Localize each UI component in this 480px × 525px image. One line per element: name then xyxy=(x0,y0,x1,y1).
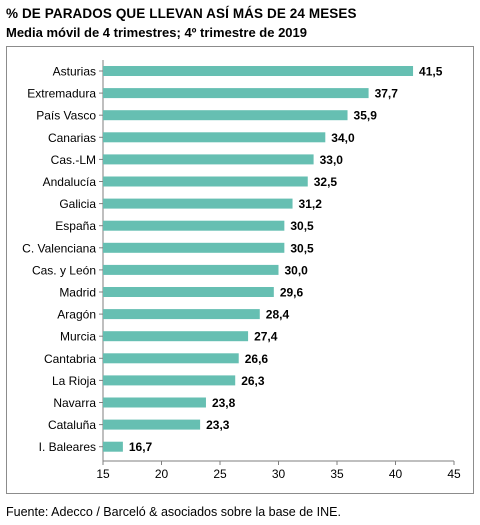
category-label: Galicia xyxy=(59,197,96,211)
category-label: Extremadura xyxy=(27,87,96,101)
bar xyxy=(103,287,274,297)
bar xyxy=(103,375,236,386)
chart-frame xyxy=(6,46,474,494)
bar xyxy=(103,176,308,187)
data-label: 26,3 xyxy=(241,374,265,388)
category-label: Canarias xyxy=(48,131,96,145)
data-label: 26,6 xyxy=(245,352,269,366)
x-tick-label: 25 xyxy=(213,467,227,481)
data-label: 37,7 xyxy=(375,87,399,101)
category-label: Cataluña xyxy=(48,418,96,432)
category-label: Andalucía xyxy=(43,175,97,189)
data-label: 32,5 xyxy=(314,175,338,189)
data-label: 29,6 xyxy=(280,286,304,300)
category-label: La Rioja xyxy=(52,374,96,388)
data-label: 33,0 xyxy=(320,153,344,167)
bar xyxy=(103,309,260,320)
data-label: 27,4 xyxy=(254,330,278,344)
bar xyxy=(103,154,314,165)
bar xyxy=(103,198,293,209)
category-label: País Vasco xyxy=(36,109,96,123)
data-label: 34,0 xyxy=(331,131,355,145)
chart-subtitle: Media móvil de 4 trimestres; 4º trimestr… xyxy=(6,25,307,40)
bar xyxy=(103,419,201,430)
bar xyxy=(103,132,326,143)
x-tick-label: 30 xyxy=(272,467,286,481)
category-label: Madrid xyxy=(59,286,96,300)
category-label: Asturias xyxy=(53,65,96,79)
x-tick-label: 15 xyxy=(96,467,110,481)
category-label: Cantabria xyxy=(44,352,96,366)
category-label: Navarra xyxy=(53,396,96,410)
category-label: I. Baleares xyxy=(39,440,96,454)
data-label: 35,9 xyxy=(354,109,378,123)
bar xyxy=(103,88,369,99)
data-label: 28,4 xyxy=(266,308,290,322)
bar xyxy=(103,66,414,76)
chart-title: % DE PARADOS QUE LLEVAN ASÍ MÁS DE 24 ME… xyxy=(6,6,357,21)
category-label: Murcia xyxy=(60,330,96,344)
x-tick-label: 20 xyxy=(155,467,169,481)
bar xyxy=(103,397,206,408)
data-label: 23,3 xyxy=(206,418,230,432)
category-label: Cas. y León xyxy=(32,263,96,277)
bar xyxy=(103,353,239,364)
bar xyxy=(103,264,279,275)
x-tick-label: 40 xyxy=(389,467,403,481)
bar-chart: 15 20 25 30 35 40 45 Asturias 41,5 Extremadura 37,… xyxy=(22,60,461,481)
x-tick-label: 35 xyxy=(330,467,344,481)
bar xyxy=(103,110,348,121)
data-label: 16,7 xyxy=(129,440,153,454)
category-label: España xyxy=(55,219,96,233)
data-label: 31,2 xyxy=(299,197,323,211)
data-label: 30,5 xyxy=(290,219,314,233)
category-label: Cas.-LM xyxy=(51,153,96,167)
data-label: 23,8 xyxy=(212,396,236,410)
bar xyxy=(103,441,123,452)
category-label: Aragón xyxy=(57,308,96,322)
bar xyxy=(103,220,285,231)
source-note: Fuente: Adecco / Barceló & asociados sob… xyxy=(6,505,341,519)
x-tick-label: 45 xyxy=(447,467,461,481)
category-label: C. Valenciana xyxy=(22,241,96,255)
bar xyxy=(103,242,285,253)
data-label: 30,0 xyxy=(285,263,309,277)
bar xyxy=(103,331,249,342)
data-label: 30,5 xyxy=(290,241,314,255)
data-label: 41,5 xyxy=(419,65,443,79)
